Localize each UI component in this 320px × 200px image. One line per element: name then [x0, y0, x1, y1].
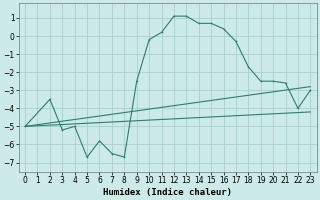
- X-axis label: Humidex (Indice chaleur): Humidex (Indice chaleur): [103, 188, 232, 197]
